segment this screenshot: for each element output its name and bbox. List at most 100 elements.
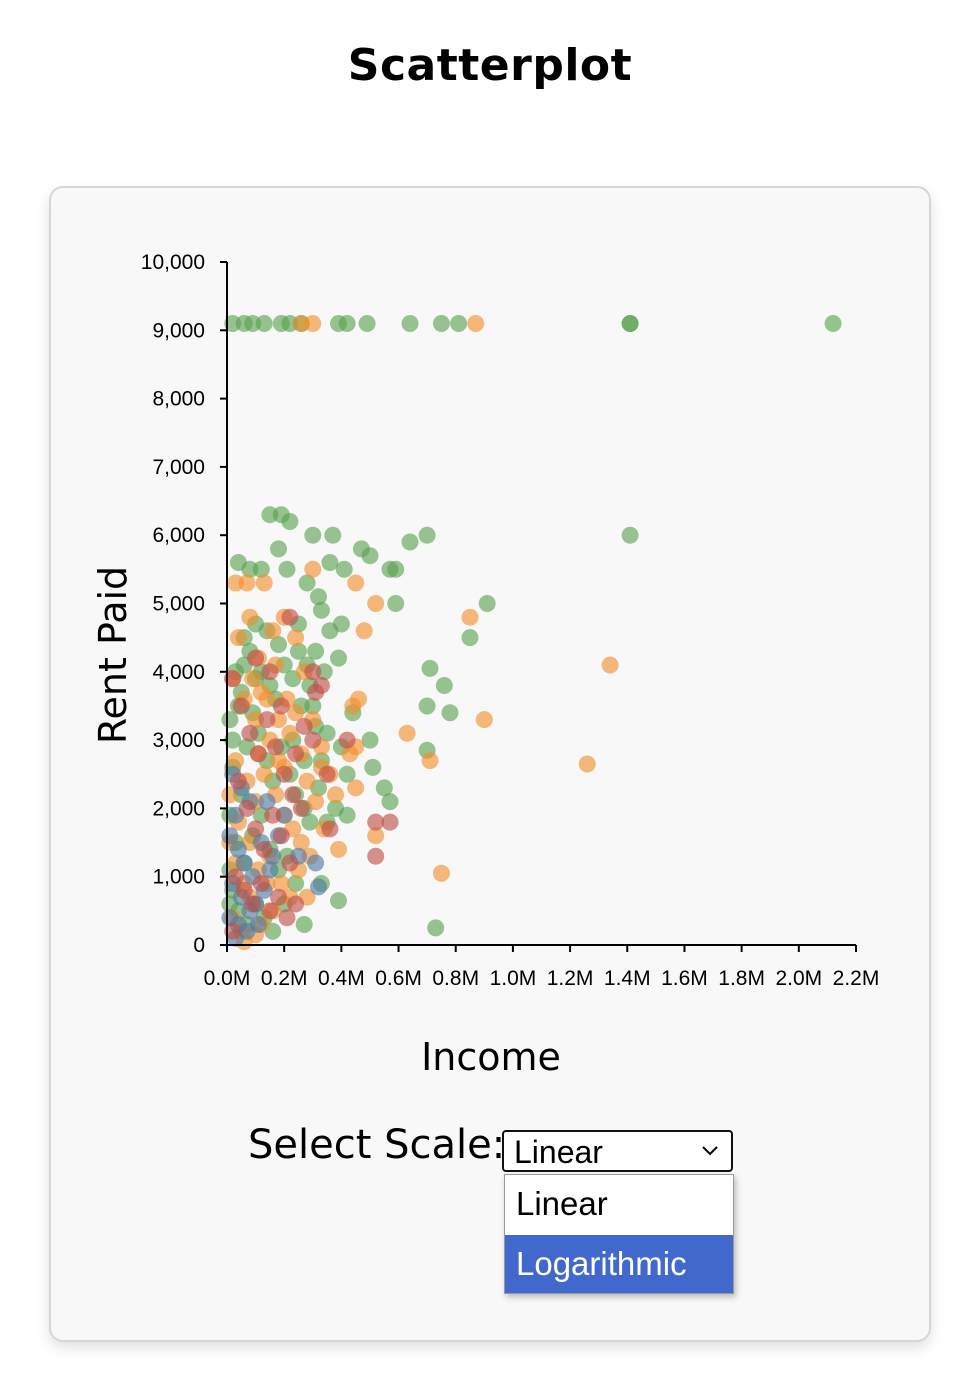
data-point — [418, 697, 436, 715]
x-tick-label: 0.4M — [318, 967, 365, 990]
option-linear[interactable]: Linear — [516, 1185, 608, 1222]
data-point — [621, 315, 639, 332]
data-point — [341, 745, 359, 763]
y-tick-label: 8,000 — [152, 388, 205, 411]
data-point — [261, 506, 279, 524]
data-point — [432, 864, 450, 882]
y-tick-label: 2,000 — [152, 797, 205, 820]
data-point — [461, 629, 479, 647]
data-point — [241, 608, 259, 626]
data-point — [347, 779, 365, 797]
data-point — [281, 724, 299, 742]
data-point — [267, 738, 285, 756]
data-point — [290, 642, 307, 660]
data-point — [375, 779, 393, 797]
data-point — [347, 574, 365, 592]
x-tick-label: 0.8M — [432, 967, 479, 990]
data-point — [270, 636, 287, 653]
option-logarithmic[interactable]: Logarithmic — [505, 1235, 733, 1293]
x-tick-label: 0.6M — [375, 967, 422, 990]
data-point — [355, 622, 373, 640]
data-point — [324, 526, 342, 544]
data-point — [235, 881, 253, 899]
data-point — [258, 793, 276, 811]
data-point — [310, 878, 327, 896]
data-point — [304, 731, 322, 749]
data-point — [435, 677, 453, 694]
data-point — [224, 922, 242, 940]
data-point — [421, 659, 439, 677]
data-point — [387, 560, 405, 578]
data-point — [255, 765, 273, 783]
data-point — [338, 806, 356, 824]
data-point — [235, 854, 253, 872]
x-tick-label: 0.0M — [204, 967, 251, 990]
y-tick-label: 6,000 — [152, 524, 205, 547]
x-tick-label: 1.2M — [547, 967, 594, 990]
data-point — [318, 765, 336, 783]
data-point — [307, 793, 325, 811]
data-point — [330, 840, 347, 858]
chart-card — [49, 186, 931, 1342]
data-point — [312, 601, 330, 619]
data-point — [310, 588, 327, 606]
data-point — [224, 731, 242, 749]
data-point — [427, 919, 445, 937]
data-point — [255, 840, 273, 858]
x-tick-label: 1.0M — [490, 967, 537, 990]
data-point — [287, 745, 305, 763]
y-axis-label: Rent Paid — [91, 566, 135, 744]
data-point — [252, 875, 270, 892]
y-axis: 0 1,000 2,000 3,000 4,000 5,000 6,000 7,000 8,00… — [141, 251, 228, 957]
data-point — [292, 834, 310, 851]
data-point — [307, 683, 325, 701]
data-point — [318, 724, 336, 742]
data-point — [367, 813, 385, 831]
scale-select[interactable]: Linear — [502, 1130, 733, 1172]
x-tick-label: 2.0M — [775, 967, 822, 990]
data-point — [281, 513, 299, 530]
data-point — [338, 315, 356, 332]
data-point — [441, 704, 459, 722]
data-point — [301, 813, 319, 831]
data-point — [287, 629, 305, 647]
data-point — [418, 526, 436, 544]
data-point — [307, 854, 325, 872]
scale-select-value: Linear — [514, 1134, 603, 1170]
data-point — [272, 827, 290, 845]
data-point — [278, 560, 296, 578]
y-tick-label: 10,000 — [141, 251, 205, 274]
data-point — [304, 560, 322, 578]
data-point — [475, 711, 493, 729]
data-point — [287, 704, 305, 722]
data-point — [270, 540, 287, 558]
data-point — [275, 765, 293, 783]
data-point — [247, 649, 265, 667]
data-point — [227, 868, 245, 886]
x-tick-label: 0.2M — [261, 967, 308, 990]
scatter-chart: 0.0M 0.2M 0.4M 0.6M 0.8M 1.0M 1.2M 1.4M 1.6M 1.8M… — [91, 251, 879, 1079]
data-point — [367, 847, 385, 865]
data-point — [381, 813, 399, 831]
data-point — [281, 608, 299, 626]
data-point — [450, 315, 468, 332]
data-point — [295, 916, 313, 933]
data-point — [401, 315, 419, 332]
data-point — [224, 670, 242, 688]
x-axis: 0.0M 0.2M 0.4M 0.6M 0.8M 1.0M 1.2M 1.4M 1.6M 1.8M… — [204, 944, 879, 990]
y-tick-label: 3,000 — [152, 729, 205, 752]
data-point — [247, 820, 265, 838]
data-point — [338, 765, 356, 783]
data-point — [264, 622, 282, 640]
data-point — [387, 595, 405, 612]
data-point — [307, 642, 325, 660]
data-point — [227, 752, 245, 770]
data-point — [330, 649, 347, 667]
data-point — [381, 793, 399, 811]
data-point — [261, 902, 279, 920]
y-tick-label: 4,000 — [152, 661, 205, 684]
data-point — [221, 711, 239, 729]
y-tick-label: 9,000 — [152, 319, 205, 342]
data-point — [284, 786, 302, 804]
data-point — [401, 533, 419, 551]
